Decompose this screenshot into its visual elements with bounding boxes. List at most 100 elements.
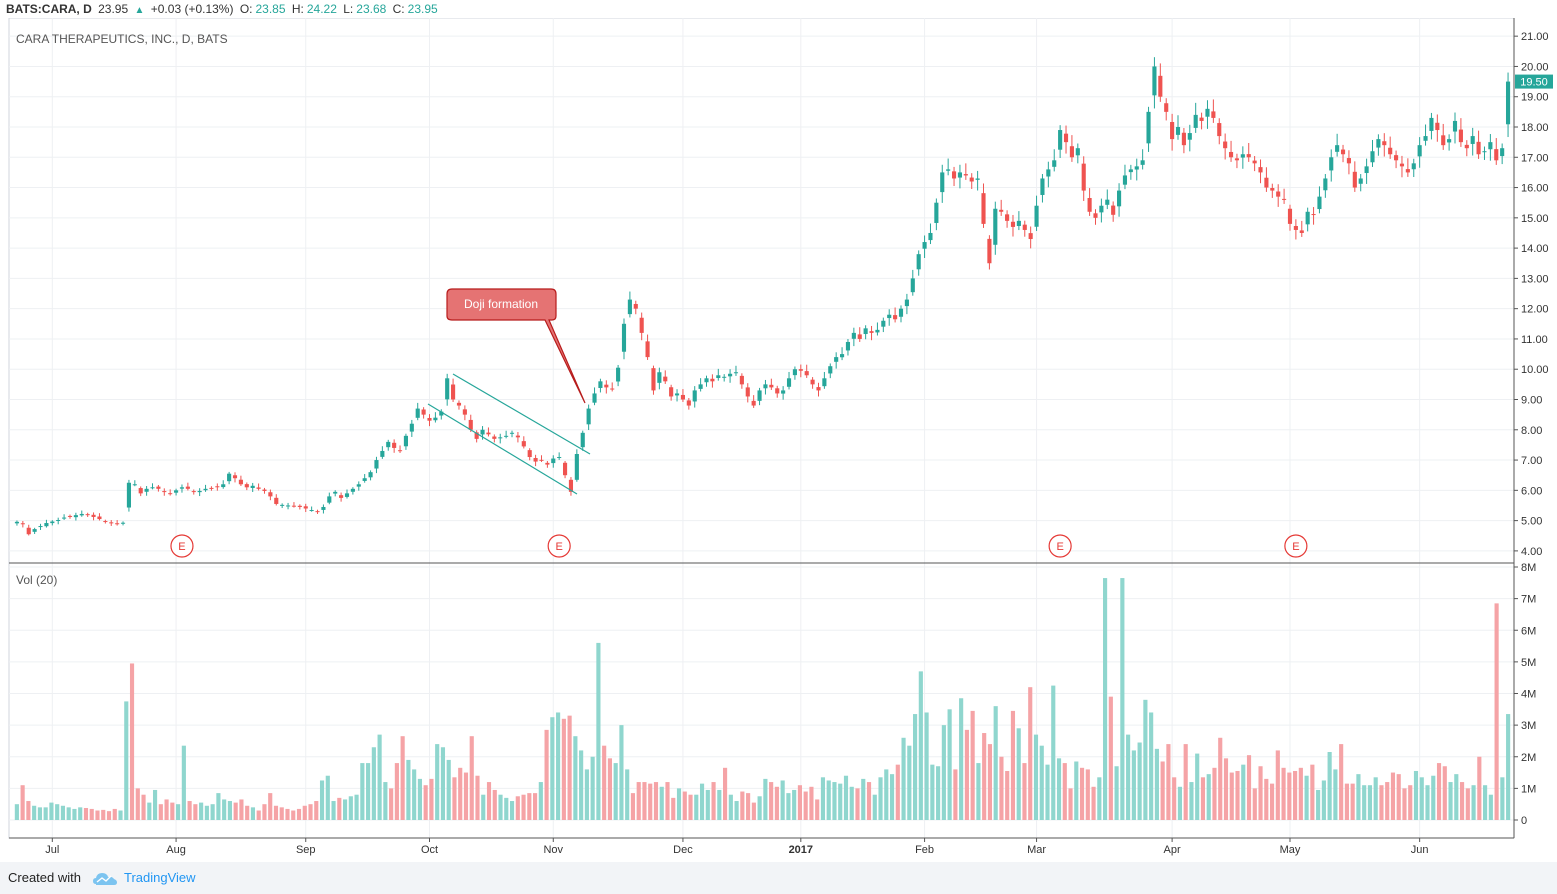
candle xyxy=(1122,164,1128,190)
volume-bar xyxy=(129,663,135,820)
volume-bar xyxy=(797,785,802,820)
volume-bar xyxy=(193,804,198,820)
earnings-marker[interactable]: E xyxy=(547,534,571,558)
tradingview-link[interactable]: TradingView xyxy=(124,870,196,885)
volume-bar xyxy=(861,778,866,820)
price-volume-chart[interactable]: CARA THERAPEUTICS, INC., D, BATS Vol (20… xyxy=(0,17,1557,862)
candle xyxy=(1464,140,1469,157)
candle xyxy=(698,378,703,392)
candle xyxy=(120,521,126,526)
volume-title: Vol (20) xyxy=(16,573,57,587)
candle xyxy=(1052,149,1057,172)
candle xyxy=(32,527,37,535)
price-tick-label: 7.00 xyxy=(1521,455,1542,467)
candle xyxy=(934,198,939,231)
volume-bar xyxy=(930,764,935,820)
volume-bar xyxy=(1137,742,1142,820)
candle xyxy=(85,512,90,517)
volume-bar xyxy=(20,785,25,820)
volume-bar xyxy=(463,772,469,820)
candle xyxy=(1063,125,1069,154)
candle xyxy=(627,291,632,318)
candle xyxy=(1081,156,1086,201)
volume-bar xyxy=(607,758,612,820)
candle xyxy=(50,520,55,526)
candle xyxy=(14,520,20,526)
candle xyxy=(898,305,904,323)
volume-bar xyxy=(1143,699,1148,820)
candle xyxy=(745,383,750,403)
candle xyxy=(244,482,249,491)
volume-tick-label: 4M xyxy=(1521,689,1536,701)
candle xyxy=(574,449,579,482)
candle xyxy=(362,474,367,483)
candle xyxy=(1258,159,1263,184)
volume-bar xyxy=(1068,788,1073,820)
candle xyxy=(1146,106,1151,152)
volume-bar xyxy=(1010,710,1016,820)
candle xyxy=(439,409,444,420)
candle xyxy=(551,455,556,468)
time-tick-label: Oct xyxy=(421,844,438,856)
volume-bar xyxy=(469,736,474,820)
volume-bar xyxy=(538,782,543,820)
volume-bar xyxy=(895,764,900,820)
earnings-marker[interactable]: E xyxy=(1284,534,1308,558)
candle xyxy=(999,199,1004,216)
volume-bar xyxy=(1229,772,1234,820)
volume-bar xyxy=(579,750,584,820)
volume-bar xyxy=(1436,763,1442,820)
candle xyxy=(291,502,297,508)
low-label: L: xyxy=(343,2,354,16)
candle xyxy=(150,483,155,490)
up-arrow-icon: ▲ xyxy=(134,5,145,16)
candle xyxy=(1405,158,1410,177)
candle xyxy=(669,384,674,401)
candle xyxy=(840,347,845,361)
volume-bar xyxy=(199,802,204,820)
candle xyxy=(421,407,426,419)
volume-bar xyxy=(688,794,693,820)
volume-bar xyxy=(210,804,215,820)
volume-bar xyxy=(751,802,756,820)
earnings-marker[interactable]: E xyxy=(170,534,194,558)
candle xyxy=(751,395,756,408)
volume-bar xyxy=(446,759,451,820)
earnings-marker[interactable]: E xyxy=(1048,534,1072,558)
volume-bar xyxy=(1177,786,1183,820)
candle xyxy=(1417,137,1422,168)
candle xyxy=(1452,112,1458,144)
candle xyxy=(663,370,668,384)
volume-bar xyxy=(1413,770,1419,820)
candle xyxy=(1040,174,1045,203)
volume-bar xyxy=(993,706,998,820)
volume-bar xyxy=(774,786,779,820)
volume-bar xyxy=(567,715,572,820)
candle xyxy=(1500,143,1505,165)
candle xyxy=(993,201,998,255)
candle xyxy=(1181,128,1186,154)
candle xyxy=(368,470,373,481)
volume-bar xyxy=(1293,770,1298,820)
candle xyxy=(963,163,968,180)
candle xyxy=(857,327,862,342)
price-tick-label: 12.00 xyxy=(1521,304,1549,316)
time-tick-label: Nov xyxy=(543,844,563,856)
candle xyxy=(822,371,827,389)
volume-bar xyxy=(26,801,31,820)
time-axis-ticks: Jul Aug Sep Oct Nov Dec 2017 Feb Mar Apr May Jun xyxy=(45,838,1429,856)
candle xyxy=(262,487,267,494)
time-tick-label: Sep xyxy=(296,844,316,856)
volume-bar xyxy=(95,810,100,820)
candle xyxy=(162,488,167,496)
candle xyxy=(1069,135,1074,162)
price-tick-label: 8.00 xyxy=(1521,425,1542,437)
volume-bar xyxy=(435,744,440,820)
price-tick-label: 20.00 xyxy=(1521,61,1549,73)
chart-area[interactable]: CARA THERAPEUTICS, INC., D, BATS Vol (20… xyxy=(0,17,1557,862)
candle xyxy=(415,402,420,421)
open-label: O: xyxy=(239,2,253,16)
candle xyxy=(515,432,520,443)
volume-bar xyxy=(1477,756,1482,820)
price-tick-label: 16.00 xyxy=(1521,183,1549,195)
